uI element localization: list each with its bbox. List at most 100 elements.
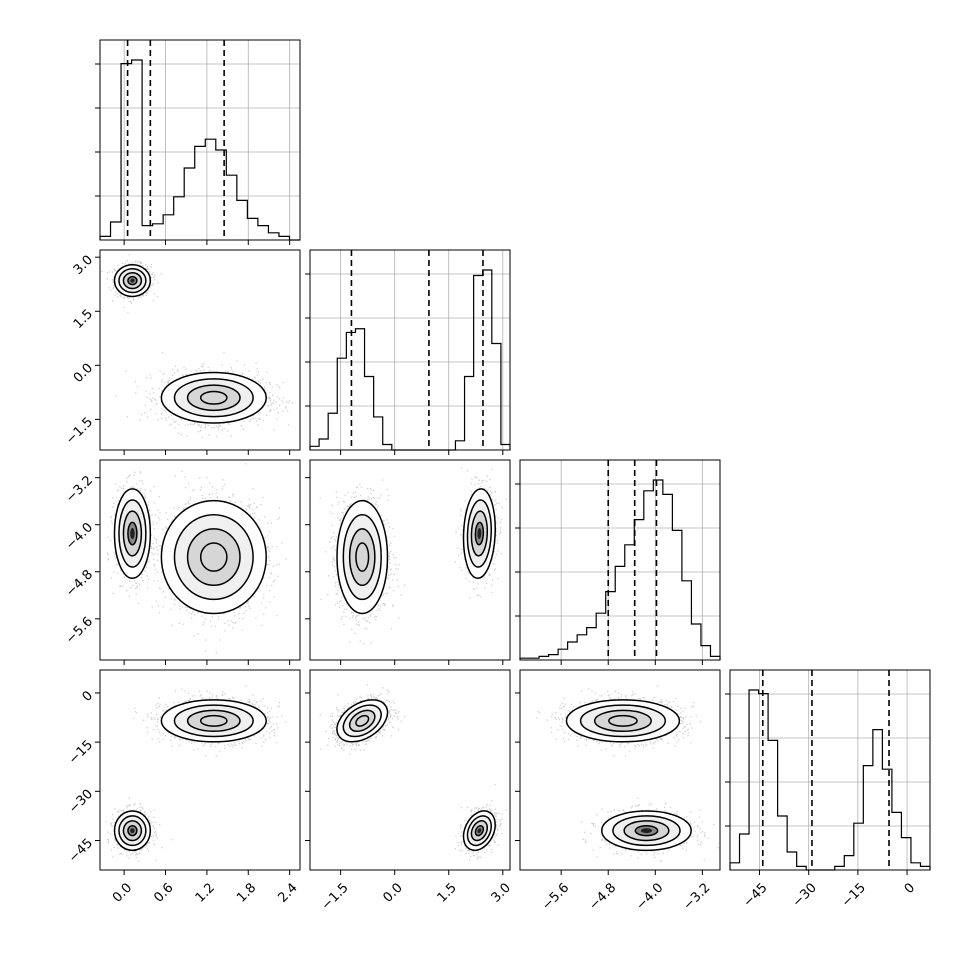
contour-line	[336, 699, 389, 743]
contour-line	[623, 820, 670, 842]
density-fill	[477, 828, 482, 834]
contour-line	[342, 513, 382, 601]
panel-frame	[309, 669, 511, 871]
contour-line	[608, 714, 638, 727]
y-tick-label: −1.5	[63, 415, 96, 448]
contour-line	[462, 810, 496, 852]
contour-line	[186, 528, 241, 587]
contour-line	[634, 824, 659, 837]
panel-1-1	[305, 249, 511, 455]
density-fill	[187, 710, 240, 732]
contour-line	[186, 384, 241, 412]
panel-3-1: −1.5 0.0 1.5 3.0	[305, 669, 514, 913]
y-tick-label: −3.2	[63, 473, 96, 506]
contour-line	[466, 815, 493, 847]
y-tick-label: −15	[66, 738, 96, 768]
density-fill	[187, 528, 240, 586]
y-tick-label: 0.0	[71, 361, 96, 386]
y-tick-label: −4.8	[63, 567, 96, 600]
contour-line	[593, 709, 652, 733]
contour-line	[601, 810, 692, 852]
contour-line	[199, 390, 228, 405]
x-tick-label: −3.2	[681, 880, 714, 913]
panel-3-3: −45 −30 −15 0	[725, 669, 931, 911]
contour-line	[173, 378, 254, 418]
panel-frame	[99, 249, 301, 451]
density-fill	[130, 527, 135, 540]
contour-line	[348, 709, 376, 733]
contour-line	[186, 709, 241, 733]
contour-line	[579, 704, 667, 738]
contour-line	[336, 499, 389, 615]
histogram-step	[519, 479, 721, 660]
x-tick-label: 0.0	[110, 880, 135, 905]
panel-frame	[99, 459, 301, 661]
contour-line	[355, 542, 370, 572]
contour-line	[470, 820, 489, 842]
contour-line	[118, 267, 147, 294]
x-tick-label: −4.0	[633, 880, 666, 913]
panel-frame	[519, 459, 721, 661]
density-fill	[187, 385, 240, 411]
contour-line	[466, 499, 493, 568]
contour-line	[355, 714, 370, 727]
contour-line	[113, 810, 152, 852]
y-tick-label: −45	[66, 836, 96, 866]
density-fill	[349, 528, 375, 586]
panel-frame	[309, 459, 511, 661]
histogram-step	[99, 59, 300, 241]
x-tick-label: 0.6	[151, 880, 176, 905]
contour-line	[474, 521, 485, 546]
x-tick-label: −45	[741, 880, 771, 910]
contour-line	[199, 714, 228, 727]
y-tick-label: 0	[80, 688, 96, 704]
panel-frame	[519, 669, 721, 871]
contour-line	[565, 699, 681, 743]
contour-line	[173, 704, 254, 738]
density-fill	[640, 828, 653, 834]
contour-line	[113, 264, 152, 298]
x-tick-label: −15	[839, 880, 869, 910]
x-tick-label: −4.8	[586, 880, 619, 913]
x-tick-label: −5.6	[539, 880, 572, 913]
y-tick-label: 1.5	[71, 307, 96, 332]
contour-line	[612, 815, 681, 847]
density-fill	[130, 828, 135, 834]
y-tick-label: −30	[66, 787, 96, 817]
y-tick-label: −4.0	[63, 520, 96, 553]
x-tick-label: 0.0	[381, 880, 406, 905]
density-fill	[477, 527, 482, 540]
panel-frame	[729, 669, 931, 871]
panel-2-1	[305, 459, 511, 665]
contour-line	[122, 820, 143, 842]
panel-2-2	[515, 459, 721, 665]
contour-line	[127, 521, 138, 546]
contour-line	[462, 488, 496, 579]
contour-line	[160, 371, 267, 424]
contour-line	[199, 542, 228, 572]
y-tick-label: 3.0	[71, 253, 96, 278]
contour-line	[342, 704, 382, 738]
contour-line	[470, 510, 489, 557]
x-tick-label: 1.2	[193, 880, 218, 905]
contour-line	[127, 824, 138, 837]
contour-line	[118, 815, 147, 847]
panel-3-2: −5.6 −4.8 −4.0 −3.2	[515, 669, 721, 913]
contour-line	[348, 528, 376, 587]
histogram-step	[729, 689, 931, 871]
x-tick-label: −1.5	[319, 880, 352, 913]
contour-line	[113, 488, 152, 579]
contour-line	[118, 499, 147, 568]
contour-line	[474, 824, 485, 837]
x-tick-label: 3.0	[489, 880, 514, 905]
contour-line	[122, 271, 143, 290]
contour-line	[173, 513, 254, 601]
panel-0-0	[95, 39, 301, 245]
density-fill	[594, 710, 652, 732]
x-tick-label: 0	[902, 880, 918, 896]
panel-frame	[309, 249, 511, 451]
x-tick-label: −30	[790, 880, 820, 910]
contour-line	[122, 510, 143, 557]
contour-line	[127, 275, 138, 286]
